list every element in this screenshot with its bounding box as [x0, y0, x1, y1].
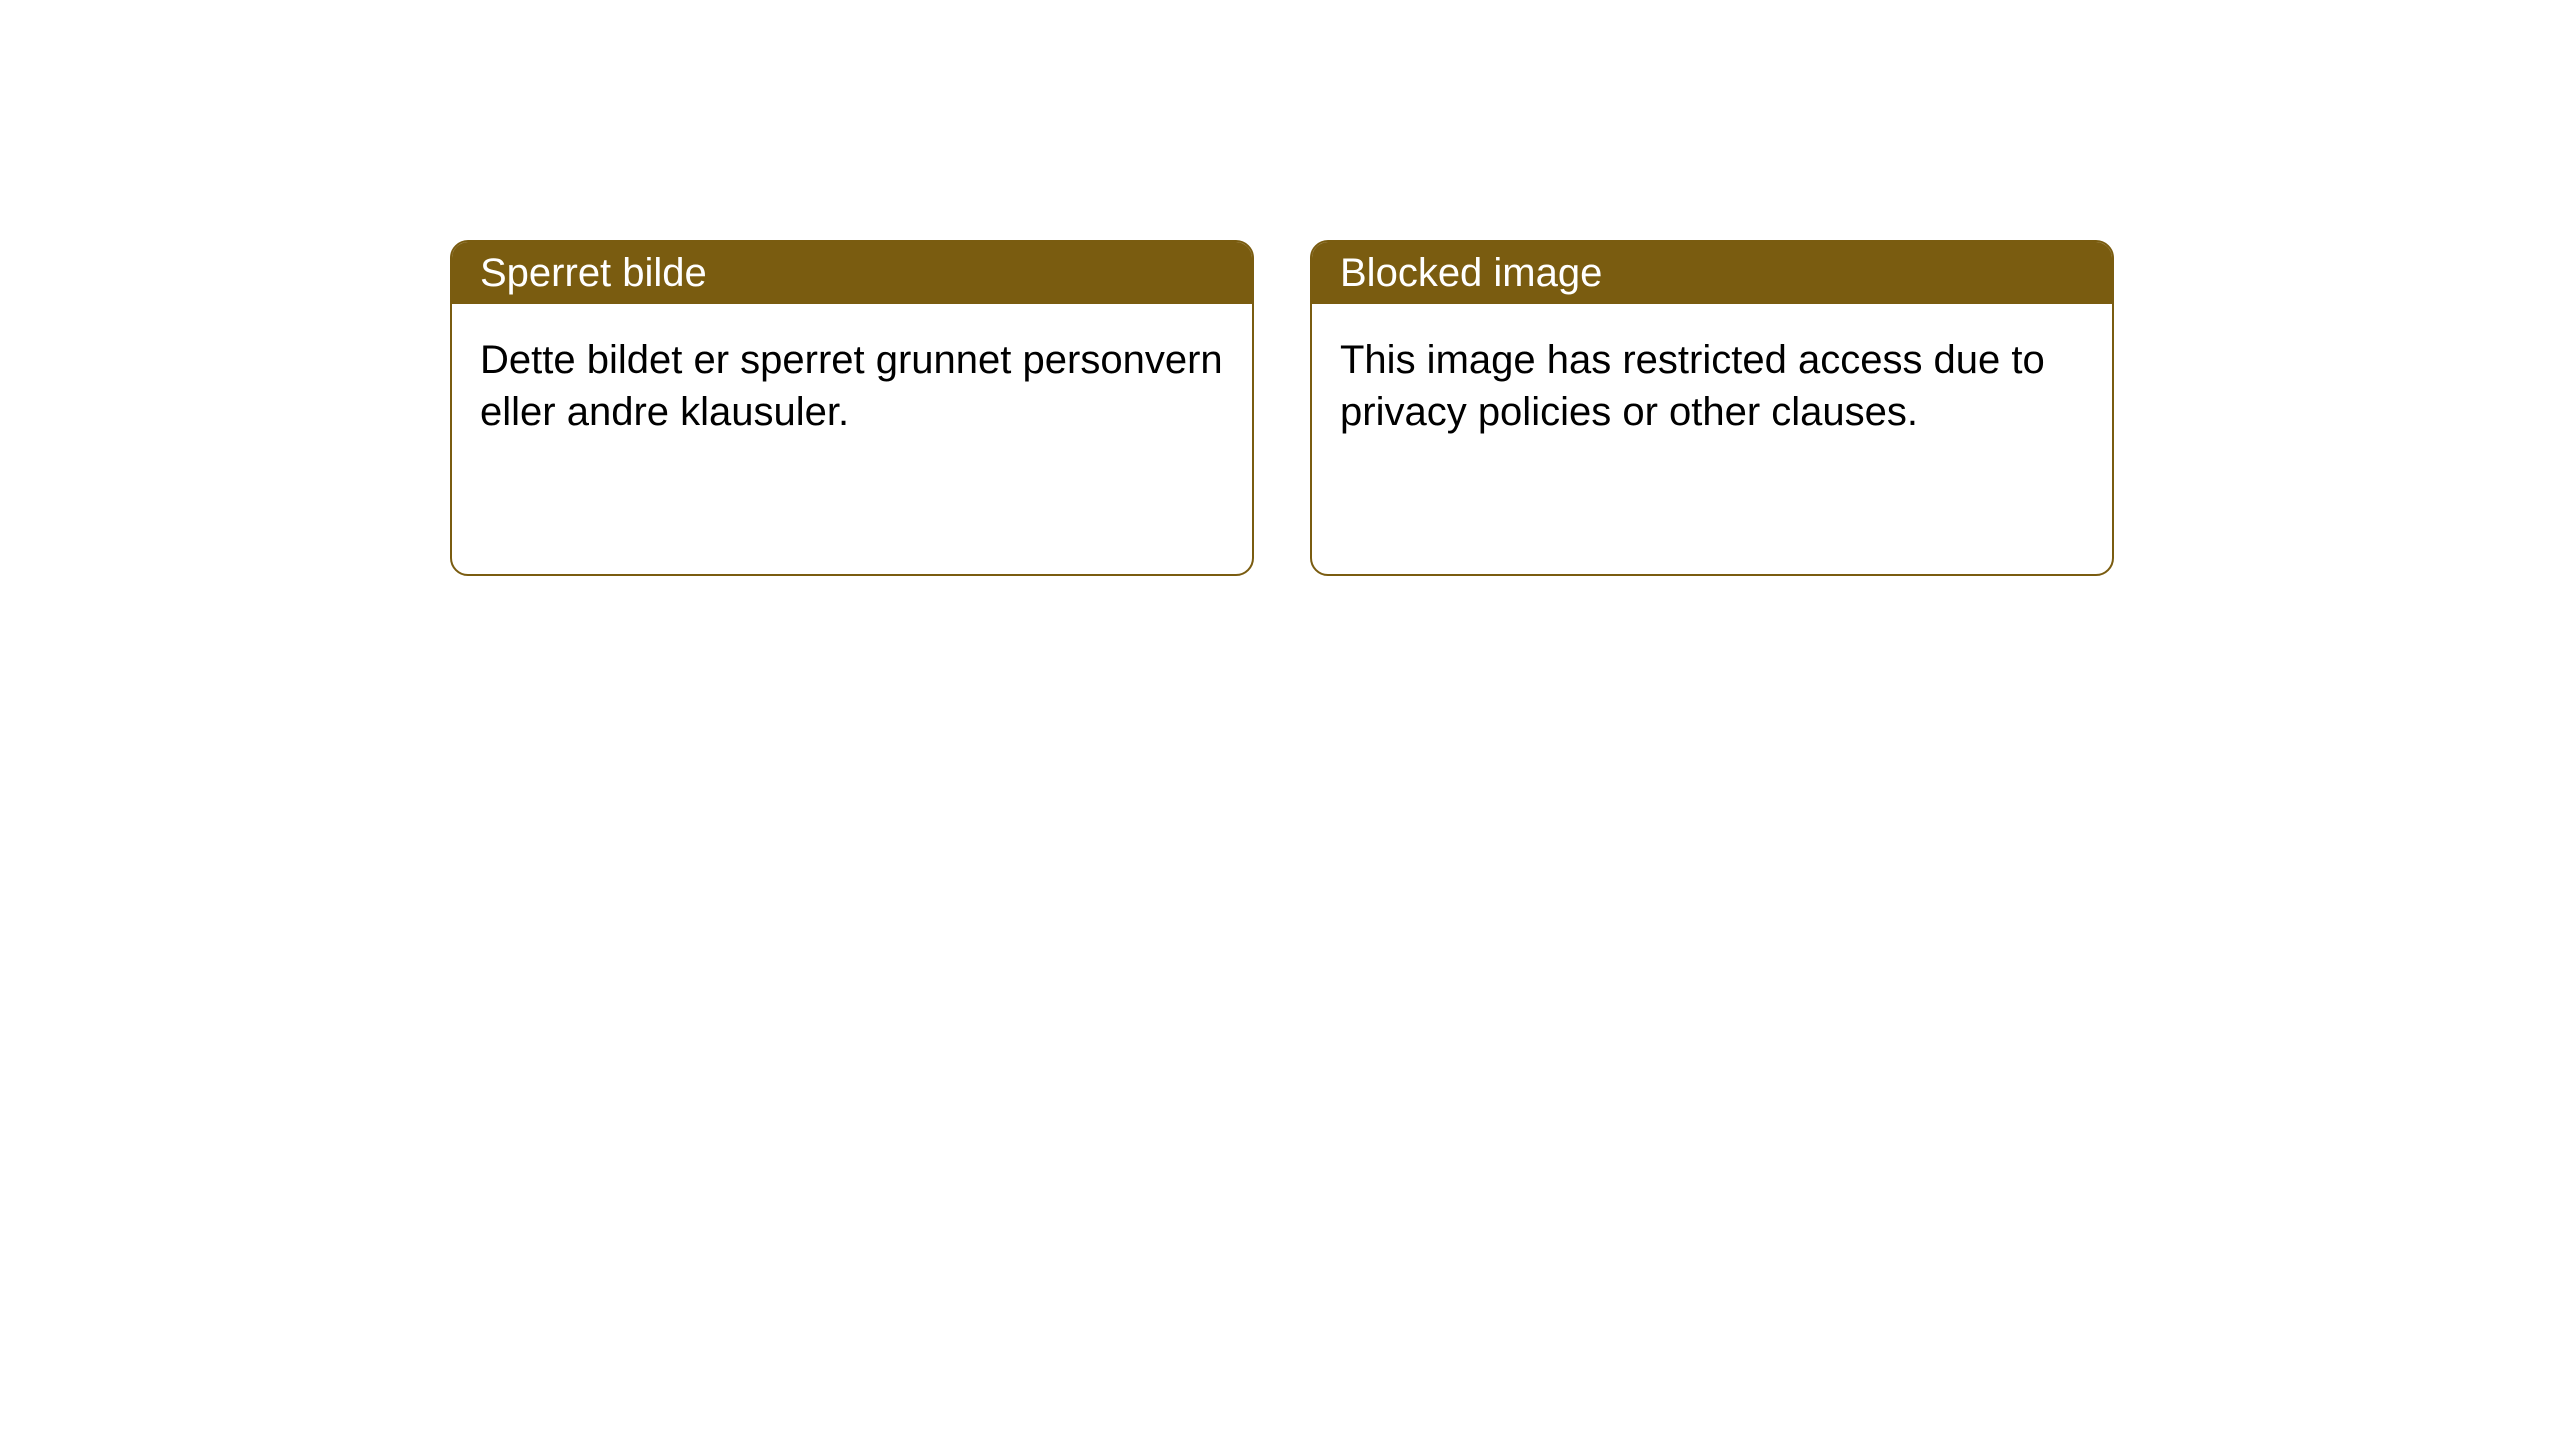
- notice-header: Blocked image: [1312, 242, 2112, 304]
- notice-title: Blocked image: [1340, 251, 1602, 296]
- notice-body: Dette bildet er sperret grunnet personve…: [452, 304, 1252, 468]
- notice-card-english: Blocked image This image has restricted …: [1310, 240, 2114, 576]
- notice-container: Sperret bilde Dette bildet er sperret gr…: [0, 0, 2560, 576]
- notice-body-text: This image has restricted access due to …: [1340, 338, 2045, 434]
- notice-body: This image has restricted access due to …: [1312, 304, 2112, 468]
- notice-card-norwegian: Sperret bilde Dette bildet er sperret gr…: [450, 240, 1254, 576]
- notice-body-text: Dette bildet er sperret grunnet personve…: [480, 338, 1223, 434]
- notice-header: Sperret bilde: [452, 242, 1252, 304]
- notice-title: Sperret bilde: [480, 251, 707, 296]
